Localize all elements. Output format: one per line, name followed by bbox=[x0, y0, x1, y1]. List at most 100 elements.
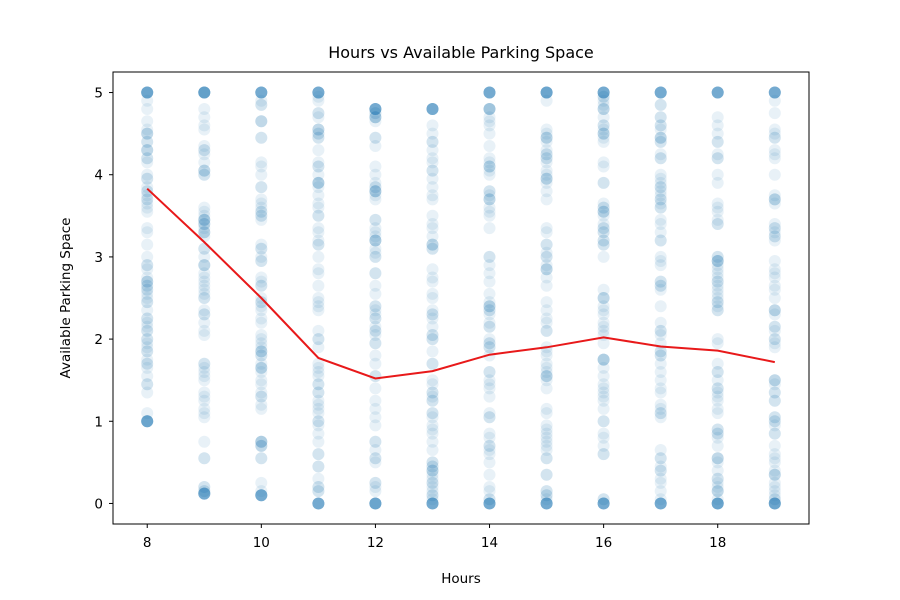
scatter-point bbox=[540, 439, 553, 452]
scatter-point bbox=[198, 452, 211, 465]
scatter-point bbox=[711, 382, 724, 395]
scatter-point bbox=[597, 127, 610, 140]
scatter-point bbox=[483, 193, 496, 206]
scatter-point bbox=[198, 168, 211, 181]
scatter-point bbox=[540, 94, 553, 107]
scatter-point bbox=[312, 448, 325, 461]
scatter-point bbox=[711, 111, 724, 124]
scatter-point bbox=[711, 296, 724, 309]
scatter-point bbox=[654, 497, 667, 510]
scatter-point bbox=[768, 168, 781, 181]
scatter-point bbox=[597, 283, 610, 296]
scatter-point bbox=[540, 152, 553, 165]
scatter-point bbox=[654, 382, 667, 395]
scatter-point bbox=[369, 476, 382, 489]
scatter-point bbox=[711, 439, 724, 452]
scatter-point bbox=[711, 255, 724, 267]
scatter-point bbox=[597, 103, 610, 115]
scatter-point bbox=[597, 94, 610, 107]
scatter-point bbox=[597, 201, 610, 214]
scatter-point bbox=[255, 209, 268, 222]
scatter-point bbox=[597, 431, 610, 444]
scatter-point bbox=[141, 415, 154, 428]
scatter-point bbox=[483, 300, 496, 313]
scatter-point bbox=[141, 386, 154, 399]
scatter-point bbox=[369, 107, 382, 120]
scatter-point bbox=[654, 411, 667, 424]
scatter-point bbox=[768, 279, 781, 292]
scatter-point bbox=[768, 189, 781, 202]
scatter-point bbox=[369, 497, 382, 510]
scatter-point bbox=[597, 390, 610, 403]
scatter-point bbox=[255, 386, 268, 399]
scatter-point bbox=[768, 222, 781, 235]
scatter-point bbox=[255, 439, 268, 452]
scatter-point bbox=[141, 415, 154, 428]
scatter-point bbox=[654, 86, 667, 99]
scatter-point bbox=[597, 86, 610, 99]
scatter-point bbox=[255, 160, 268, 173]
scatter-point bbox=[141, 86, 154, 99]
scatter-point bbox=[255, 279, 268, 292]
scatter-point bbox=[141, 345, 154, 358]
scatter-point bbox=[597, 497, 610, 510]
scatter-point bbox=[654, 259, 667, 272]
scatter-point bbox=[711, 86, 724, 99]
scatter-point bbox=[369, 103, 382, 115]
scatter-point bbox=[711, 452, 724, 465]
scatter-point bbox=[198, 259, 211, 272]
scatter-point bbox=[255, 349, 268, 362]
scatter-point bbox=[426, 464, 439, 477]
scatter-point bbox=[198, 357, 211, 370]
scatter-point bbox=[426, 218, 439, 230]
scatter-point bbox=[597, 234, 610, 247]
scatter-point bbox=[369, 111, 382, 124]
scatter-point bbox=[768, 456, 781, 469]
scatter-point bbox=[654, 135, 667, 148]
scatter-point bbox=[483, 468, 496, 481]
scatter-point bbox=[654, 181, 667, 194]
scatter-point bbox=[255, 275, 268, 288]
scatter-point bbox=[255, 86, 268, 99]
scatter-point bbox=[426, 435, 439, 448]
scatter-point bbox=[255, 435, 268, 448]
scatter-point bbox=[198, 86, 211, 99]
scatter-point bbox=[369, 185, 382, 198]
scatter-point bbox=[369, 181, 382, 194]
scatter-point bbox=[141, 144, 154, 157]
scatter-point bbox=[597, 201, 610, 214]
scatter-point bbox=[426, 390, 439, 403]
scatter-point bbox=[654, 444, 667, 456]
scatter-point bbox=[426, 345, 439, 358]
scatter-point bbox=[540, 361, 553, 374]
scatter-point bbox=[711, 152, 724, 165]
scatter-point bbox=[426, 468, 439, 481]
scatter-point bbox=[426, 152, 439, 165]
scatter-point bbox=[540, 423, 553, 436]
scatter-point bbox=[198, 292, 211, 304]
scatter-point bbox=[141, 378, 154, 391]
scatter-point bbox=[198, 213, 211, 226]
scatter-point bbox=[540, 263, 553, 276]
scatter-point bbox=[255, 390, 268, 403]
scatter-point bbox=[711, 497, 724, 510]
scatter-point bbox=[711, 472, 724, 485]
scatter-point bbox=[768, 378, 781, 391]
scatter-point bbox=[711, 86, 724, 99]
scatter-point bbox=[141, 357, 154, 370]
scatter-point bbox=[369, 185, 382, 198]
scatter-point bbox=[141, 168, 154, 181]
scatter-point bbox=[369, 160, 382, 173]
scatter-point bbox=[426, 386, 439, 399]
scatter-point bbox=[540, 148, 553, 161]
scatter-point bbox=[597, 119, 610, 132]
scatter-point bbox=[768, 341, 781, 354]
scatter-point bbox=[198, 86, 211, 99]
scatter-point bbox=[483, 127, 496, 140]
scatter-point bbox=[483, 481, 496, 493]
scatter-point bbox=[597, 320, 610, 333]
scatter-point bbox=[540, 156, 553, 169]
scatter-point bbox=[483, 493, 496, 506]
scatter-point bbox=[597, 131, 610, 144]
scatter-point bbox=[312, 176, 325, 189]
